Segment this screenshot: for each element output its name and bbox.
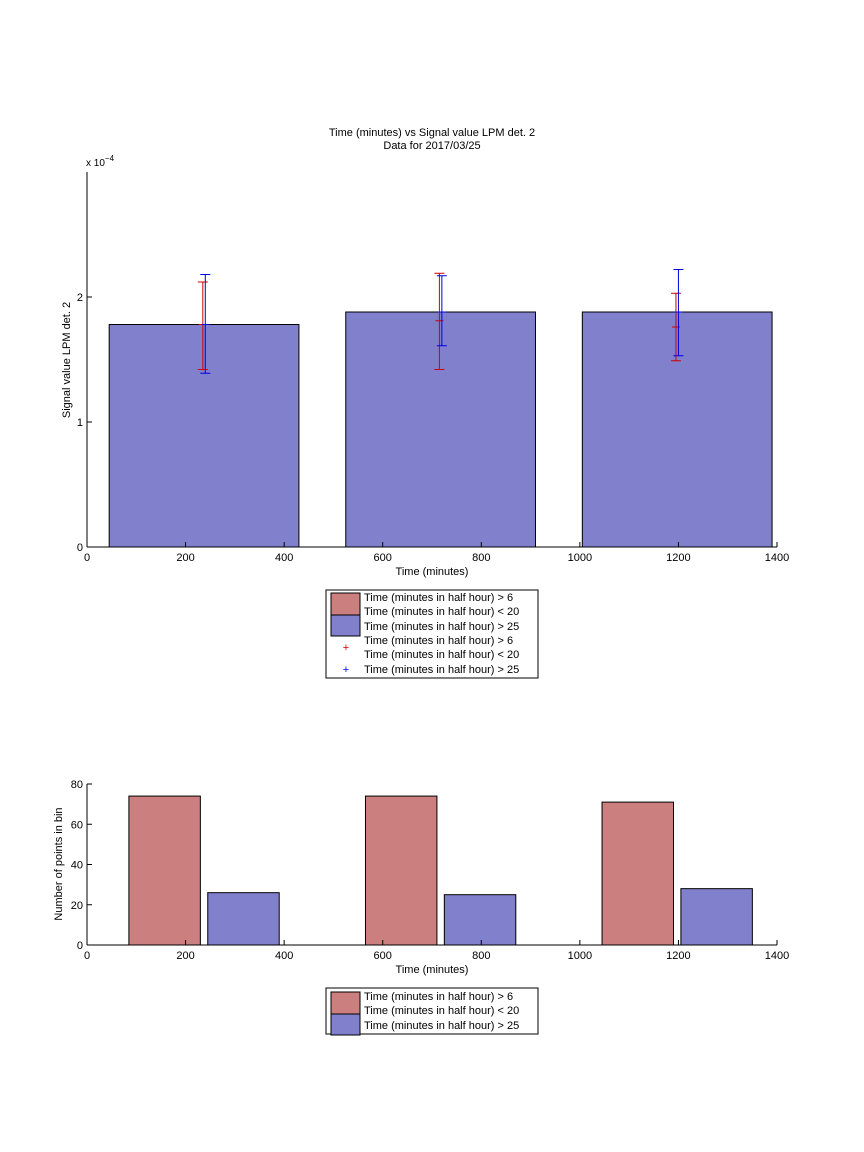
y-axis-label: Number of points in bin xyxy=(53,807,65,920)
signal-bar xyxy=(108,324,300,548)
count-bar-blue xyxy=(443,894,517,946)
y-tick-label: 1 xyxy=(77,417,83,429)
legend-swatch-red xyxy=(330,991,361,1016)
signal-chart: Time (minutes) vs Signal value LPM det. … xyxy=(61,127,789,578)
y-tick-label: 2 xyxy=(77,292,83,304)
count-bar-blue xyxy=(207,892,280,946)
x-tick-label: 1000 xyxy=(568,950,592,962)
x-tick-label: 600 xyxy=(374,950,392,962)
x-tick-label: 600 xyxy=(374,552,392,564)
signal-bar xyxy=(345,311,536,548)
y-tick-label: 80 xyxy=(71,779,83,791)
legend-marker-blue: + xyxy=(343,664,349,676)
y-tick-label: 0 xyxy=(77,940,83,952)
signal-error-bars xyxy=(197,269,684,374)
legend-swatch-red xyxy=(330,592,361,617)
legend-swatch-blue xyxy=(330,614,361,637)
chart-subtitle: Data for 2017/03/25 xyxy=(383,140,480,152)
y-exponent-label: x 10−4 xyxy=(86,154,115,169)
legend-label: Time (minutes in half hour) > 6 Time (min… xyxy=(364,991,519,1017)
x-tick-label: 1400 xyxy=(765,552,789,564)
x-tick-label: 1400 xyxy=(765,950,789,962)
x-tick-label: 0 xyxy=(84,950,90,962)
x-tick-label: 1000 xyxy=(568,552,592,564)
legend-label: Time (minutes in half hour) > 6 Time (min… xyxy=(364,635,519,661)
x-tick-label: 0 xyxy=(84,552,90,564)
signal-bar xyxy=(581,311,773,548)
x-tick-label: 1200 xyxy=(666,950,690,962)
count-chart: 0 200 400 600 800 1000 1200 1400 0 20 40 60 80 Time … xyxy=(53,779,789,976)
y-axis-label: Signal value LPM det. 2 xyxy=(61,302,73,418)
x-tick-label: 200 xyxy=(176,552,194,564)
legend-swatch-blue xyxy=(330,1013,361,1036)
y-tick-label: 0 xyxy=(77,542,83,554)
count-bars xyxy=(128,795,753,946)
y-tick-label: 20 xyxy=(71,900,83,912)
count-bar-red xyxy=(364,795,438,946)
legend-label: Time (minutes in half hour) > 25 xyxy=(364,664,519,676)
count-bar-red xyxy=(128,795,201,946)
legend-label: Time (minutes in half hour) > 25 xyxy=(364,1020,519,1032)
count-axes: 0 200 400 600 800 1000 1200 1400 0 20 40 60 80 xyxy=(71,779,789,962)
x-axis-label: Time (minutes) xyxy=(396,964,469,976)
count-bar-blue xyxy=(680,888,753,946)
legend-box xyxy=(325,987,539,1035)
x-tick-label: 200 xyxy=(176,950,194,962)
x-tick-label: 800 xyxy=(472,950,490,962)
legend-box xyxy=(325,589,539,679)
signal-legend: Time (minutes in half hour) > 6 Time (min… xyxy=(325,589,539,679)
x-axis-label: Time (minutes) xyxy=(396,566,469,578)
legend-label: Time (minutes in half hour) > 6 Time (min… xyxy=(364,592,519,618)
legend-label: Time (minutes in half hour) > 25 xyxy=(364,621,519,633)
legend-marker-red: + xyxy=(343,642,349,654)
x-tick-label: 800 xyxy=(472,552,490,564)
y-tick-label: 40 xyxy=(71,860,83,872)
y-tick-label: 60 xyxy=(71,819,83,831)
count-bar-red xyxy=(601,801,674,946)
signal-axes: 0 200 400 600 800 1000 1200 1400 0 1 2 xyxy=(77,172,789,564)
signal-bars xyxy=(108,311,773,548)
x-tick-label: 400 xyxy=(275,950,293,962)
x-tick-label: 400 xyxy=(275,552,293,564)
count-legend: Time (minutes in half hour) > 6 Time (min… xyxy=(325,987,539,1036)
x-tick-label: 1200 xyxy=(666,552,690,564)
chart-title: Time (minutes) vs Signal value LPM det. … xyxy=(329,127,535,139)
